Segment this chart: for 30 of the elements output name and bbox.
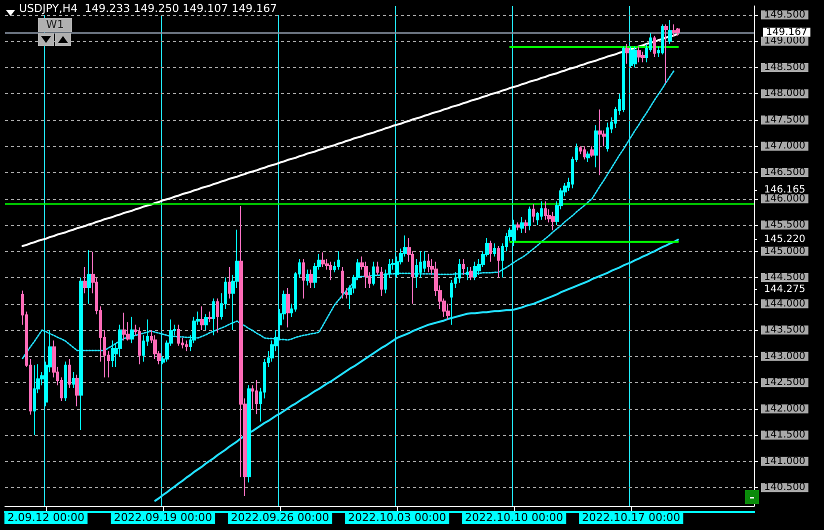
y2-tick-label: 144.275 bbox=[764, 284, 806, 295]
x-tick-label: 2022.10.03 00:00 bbox=[348, 511, 446, 524]
y-tick-label: 146.000 bbox=[764, 193, 806, 204]
y-tick-label: 147.500 bbox=[764, 114, 806, 126]
y-tick-label: 143.500 bbox=[764, 324, 806, 336]
chart-title: USDJPY,H4 149.233 149.250 149.107 149.167 bbox=[19, 2, 278, 15]
y-tick-label: 141.000 bbox=[764, 456, 806, 467]
y-tick-label: 149.500 bbox=[764, 9, 806, 20]
y-tick-label: 145.500 bbox=[764, 220, 806, 231]
x-tick-label: 2022.10.10 00:00 bbox=[464, 511, 564, 524]
y-tick-label: 144.000 bbox=[764, 298, 806, 310]
y-tick-label: 149.000 bbox=[764, 36, 806, 47]
y-tick-label: 143.000 bbox=[764, 350, 806, 362]
y-tick-label: 146.500 bbox=[764, 166, 806, 178]
x-tick-label: 2022.09.19 00:00 bbox=[114, 511, 212, 524]
y-tick-label: 144.500 bbox=[764, 272, 806, 284]
x-tick-label: 2022.10.17 00:00 bbox=[582, 511, 680, 524]
y-tick-label: 145.000 bbox=[764, 246, 806, 257]
y-tick-label: 140.500 bbox=[764, 482, 806, 494]
y-tick-label: 147.000 bbox=[764, 140, 806, 152]
timeframe-button: W1 bbox=[38, 18, 72, 32]
y-tick-label: 148.500 bbox=[764, 62, 806, 73]
y-tick-label: 148.000 bbox=[764, 88, 806, 100]
ref-line-label: 149.167 bbox=[766, 26, 808, 38]
x-tick-label: 2022.09.26 00:00 bbox=[230, 511, 330, 524]
y-tick-label: 142.000 bbox=[764, 403, 806, 414]
y-tick-label: 141.500 bbox=[764, 430, 806, 441]
x-tick-label: 2.09.12 00:00 bbox=[7, 511, 85, 524]
y2-tick-label: 145.220 bbox=[764, 234, 806, 246]
y-tick-label: 142.500 bbox=[764, 377, 806, 388]
